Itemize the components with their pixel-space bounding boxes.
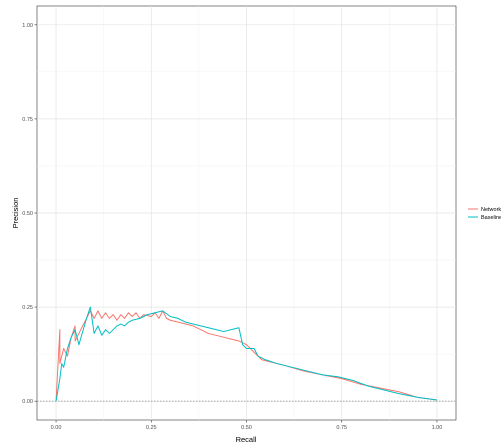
legend-label-baseline: Baseline (481, 215, 501, 221)
y-tick-label: 0.00 (22, 399, 33, 405)
x-tick-label: 0.50 (241, 425, 252, 431)
y-axis-ticks: 0.00 0.25 0.50 0.75 1.00 (22, 23, 37, 405)
y-tick-label: 1.00 (22, 23, 33, 29)
series-line-baseline (55, 306, 438, 402)
y-axis-title: Precision (11, 198, 20, 229)
y-tick-label: 0.75 (22, 117, 33, 123)
legend: Network Baseline (468, 207, 501, 221)
x-tick-label: 0.75 (336, 425, 347, 431)
x-tick-label: 1.00 (432, 425, 443, 431)
y-tick-label: 0.25 (22, 305, 33, 311)
series-lines (55, 306, 438, 402)
y-tick-label: 0.50 (22, 211, 33, 217)
x-tick-label: 0.00 (51, 425, 62, 431)
x-tick-label: 0.25 (146, 425, 157, 431)
x-axis-ticks: 0.00 0.25 0.50 0.75 1.00 (51, 420, 443, 431)
x-axis-title: Recall (236, 435, 257, 444)
legend-label-network: Network (481, 207, 501, 213)
